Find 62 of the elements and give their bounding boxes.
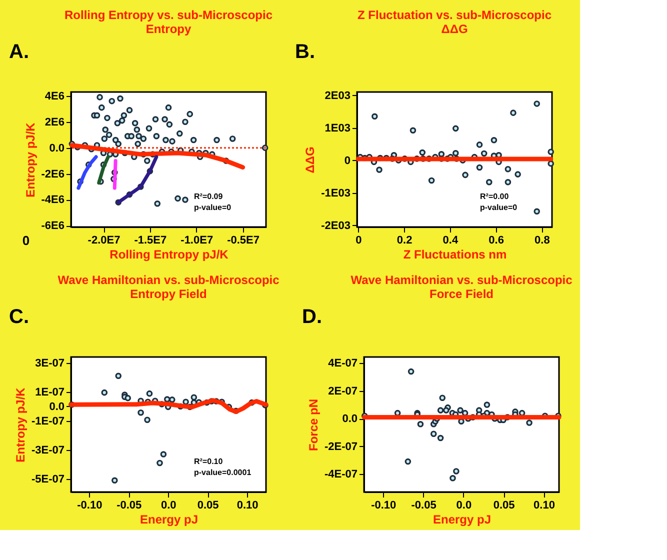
x-tick-label: -0.05 [116,500,142,512]
x-axis-title: Z Fluctuations nm [403,248,507,262]
x-tick-label: 0.2 [396,234,412,246]
x-axis-title: Energy pJ [140,512,198,526]
annotation: p-value=0 [480,203,518,212]
annotation: R²=0.00 [480,192,510,201]
y-tick-label: 0.0 [342,413,358,426]
y-tick-label: -6E6 [41,220,64,232]
y-tick-label: 2E6 [44,116,64,128]
y-tick-label: 4E-07 [328,358,358,370]
x-tick-label: -0.10 [77,500,102,512]
y-axis-title: ΔΔG [303,146,318,174]
annotation: p-value=0.0001 [194,468,252,477]
y-tick-label: -2E6 [41,168,64,180]
annotation: p-value=0 [194,203,232,212]
y-tick-label: -5E-07 [31,473,64,486]
y-tick-label: 1E-07 [35,386,64,398]
y-tick-label: 0 [344,154,350,167]
x-tick-label: -0.10 [371,500,396,512]
y-tick-label: -1E-07 [31,415,64,428]
x-tick-label: -0.5E7 [227,234,260,246]
x-tick-label: 0.4 [442,234,459,246]
x-tick-label: 0.05 [197,500,219,512]
text: D. [302,306,322,328]
x-tick-label: 0.10 [534,500,555,512]
annotation: R²=0.09 [194,192,224,201]
chart-title: Wave Hamiltonian vs. sub-Microscopic Force Field [350,273,573,301]
text: C. [9,306,29,328]
text: A. [9,41,29,63]
annotation: R²=0.10 [194,457,224,466]
x-tick-label: -1.0E7 [180,234,214,246]
x-axis-title: Energy pJ [432,512,492,526]
y-tick-label: -1E03 [321,187,350,200]
chart-title: Z Fluctuation vs. sub-Microscopic ΔΔG [357,8,552,36]
x-tick-label: 0.0 [456,500,472,512]
x-axis-title: Rolling Entropy pJ/K [110,248,229,262]
x-tick-label: -0.05 [411,500,436,512]
y-tick-label: -2E03 [321,220,350,232]
y-tick-label: 4E6 [44,90,64,102]
x-tick-label: -1.5E7 [134,234,167,246]
y-tick-label: 0.0 [49,142,64,154]
chart-title: Wave Hamiltonian vs. sub-Microscopic Entropy Field [58,273,280,301]
x-tick-label: 0.05 [493,500,515,512]
text: B. [295,41,315,63]
y-tick-label: 0.0 [49,400,64,413]
y-tick-label: 1E03 [324,122,350,134]
y-axis-title: Force pN [306,398,320,452]
x-tick-label: 0.0 [160,500,176,512]
y-tick-label: -2E-07 [324,440,358,453]
x-tick-label: 0.6 [488,234,504,246]
y-tick-label: 3E-07 [35,357,64,370]
x-tick-label: 0.8 [534,234,550,246]
y-tick-label: -4E6 [41,194,64,206]
y-tick-label: -3E-07 [31,444,64,456]
chart-title: Rolling Entropy vs. sub-Microscopic Entropy [64,8,273,36]
y-tick-label: -4E-07 [324,468,358,480]
y-axis-title: Entropy pJ/K [13,387,28,462]
x-tick-label: -2.0E7 [88,234,120,246]
y-axis-title: Entropy pJ/K [23,122,38,198]
y-tick-label: 2E03 [324,90,350,102]
x-tick-label: 0.10 [236,500,258,512]
y-tick-label: 2E-07 [328,385,358,398]
